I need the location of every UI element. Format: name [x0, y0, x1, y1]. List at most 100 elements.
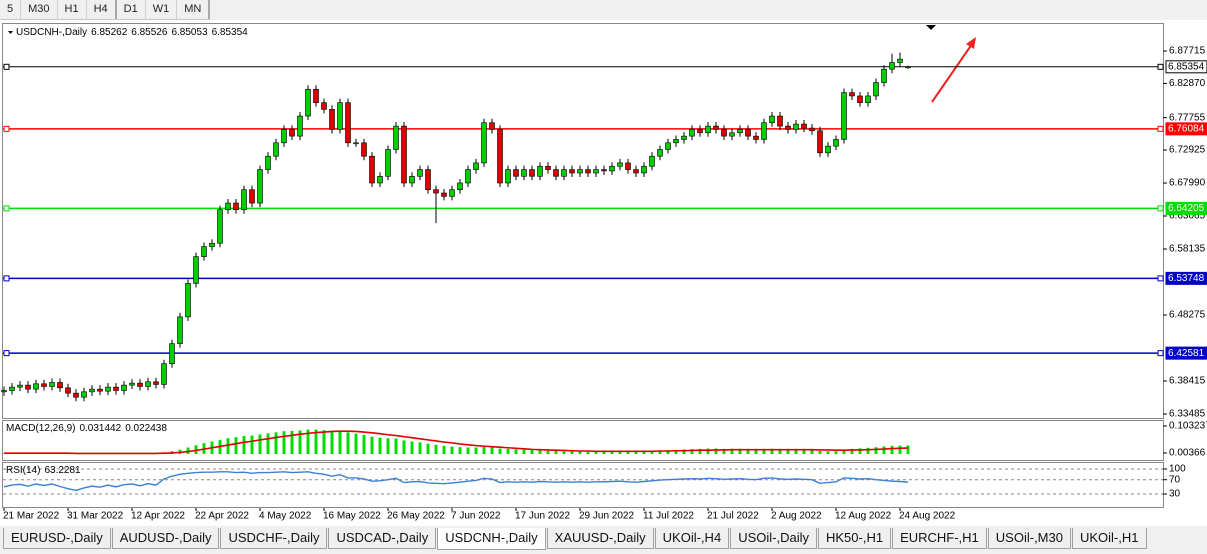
main-panel [2, 23, 1164, 419]
candle-body [41, 383, 47, 387]
macd-bar [426, 443, 430, 454]
candle-body [465, 169, 471, 184]
timeframe-button[interactable]: H1 [58, 0, 87, 19]
y-tick-label: 0.103237 [1169, 421, 1207, 432]
candle-body [473, 162, 479, 170]
chart-tab[interactable]: XAUUSD-,Daily [546, 528, 654, 549]
candle-body [689, 129, 695, 137]
macd-bar [658, 450, 662, 454]
y-tick-label: 6.67990 [1169, 178, 1206, 189]
level-handle [3, 350, 10, 357]
candle-body [273, 142, 279, 157]
panel-header: USDCNH-,Daily 6.85262 6.85526 6.85053 6.8535… [16, 27, 248, 38]
macd-bar [594, 451, 598, 454]
candle-body [329, 109, 335, 130]
macd-bar [458, 447, 462, 454]
macd-bar [538, 450, 542, 454]
macd-bar [738, 448, 742, 454]
level-handle [1157, 63, 1164, 70]
candle-body [705, 125, 711, 134]
chart-tab[interactable]: USDCHF-,Daily [220, 528, 328, 549]
macd-bar [394, 438, 398, 454]
timeframe-button[interactable]: D1 [117, 0, 146, 19]
candle-body [225, 202, 231, 211]
x-tick-label: 17 Jun 2022 [515, 511, 570, 522]
candle-body [129, 382, 135, 386]
macd-bar [258, 434, 262, 454]
timeframe-button[interactable]: 5 [0, 0, 22, 19]
macd-bar [786, 449, 790, 454]
level-label: 6.42581 [1168, 348, 1205, 359]
candle-body [505, 169, 511, 184]
chart-tab[interactable]: HK50-,H1 [817, 528, 892, 549]
timeframe-button[interactable]: M30 [21, 0, 58, 19]
candle-body [793, 123, 799, 130]
macd-bar [874, 447, 878, 454]
chart-tab[interactable]: UKOil-,H4 [654, 528, 730, 549]
chart-tab[interactable]: USOil-,Daily [730, 528, 817, 549]
y-tick-label: 6.77755 [1169, 112, 1206, 123]
macd-bar [906, 445, 910, 454]
candle-body [585, 169, 591, 174]
chart-tab[interactable]: USDCAD-,Daily [328, 528, 437, 549]
chart-tab[interactable]: UKOil-,H1 [1071, 528, 1147, 549]
level-handle [1157, 350, 1164, 357]
header-value: 0.022438 [125, 423, 167, 434]
timeframe-button[interactable]: MN [177, 0, 211, 19]
x-tick-label: 7 Jun 2022 [451, 511, 501, 522]
candle-body [673, 139, 679, 144]
chart-tab[interactable]: AUDUSD-,Daily [111, 528, 220, 549]
candle-body [185, 283, 191, 318]
macd-bar [810, 449, 814, 454]
macd-bar [754, 449, 758, 454]
macd-bar [186, 447, 190, 454]
candle-body [769, 115, 775, 124]
macd-bar [714, 448, 718, 454]
level-label: 6.76084 [1168, 124, 1205, 135]
candle-body [649, 155, 655, 167]
macd-bar [674, 449, 678, 454]
macd-bar [482, 446, 486, 454]
candle-body [33, 383, 39, 390]
candle-body [73, 392, 79, 398]
candle-body [761, 122, 767, 140]
header-title: MACD(12,26,9) [6, 423, 75, 434]
candle-body [305, 88, 311, 117]
candle-body [417, 169, 423, 177]
chart-tab[interactable]: EURCHF-,H1 [892, 528, 987, 549]
macd-bar [578, 451, 582, 454]
chart-tab[interactable]: USDCNH-,Daily [437, 528, 546, 550]
timeframe-button[interactable]: H4 [87, 0, 117, 19]
macd-bar [298, 430, 302, 454]
macd-bar [338, 430, 342, 454]
header-value: 0.031442 [79, 423, 121, 434]
macd-bar [490, 447, 494, 454]
macd-bar [626, 451, 630, 454]
signal-line [4, 430, 909, 455]
macd-bar [474, 447, 478, 454]
candle-body [137, 382, 143, 387]
timeframe-button[interactable]: W1 [146, 0, 178, 19]
x-tick-label: 21 Jul 2022 [707, 511, 759, 522]
y-tick-label: 6.72925 [1169, 145, 1206, 156]
y-tick-label: 6.48275 [1169, 310, 1206, 321]
y-tick-label: 6.33485 [1169, 409, 1206, 420]
chart-tab[interactable]: USOil-,M30 [987, 528, 1071, 549]
macd-bar [722, 448, 726, 454]
candle-body [681, 135, 687, 140]
candle-body [601, 169, 607, 172]
candle-body [249, 189, 255, 204]
level-label-box [1165, 201, 1207, 215]
candle-body [457, 182, 463, 190]
candle-body [569, 169, 575, 174]
chart-tab[interactable]: EURUSD-,Daily [3, 528, 111, 549]
macd-bar [378, 437, 382, 454]
candle-body [849, 92, 855, 97]
header-value: 6.85526 [131, 27, 168, 38]
rsi-panel [2, 462, 1164, 508]
macd-bar [610, 451, 614, 454]
macd-bar [514, 449, 518, 454]
candle-body [265, 155, 271, 170]
macd-bar [266, 433, 270, 454]
